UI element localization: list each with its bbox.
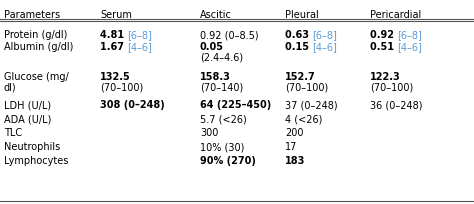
Text: 37 (0–248): 37 (0–248) bbox=[285, 100, 337, 110]
Text: 158.3: 158.3 bbox=[200, 72, 231, 82]
Text: 64 (225–450): 64 (225–450) bbox=[200, 100, 271, 110]
Text: Lymphocytes: Lymphocytes bbox=[4, 155, 68, 165]
Text: 0.63: 0.63 bbox=[285, 30, 312, 40]
Text: [4–6]: [4–6] bbox=[128, 42, 152, 52]
Text: TLC: TLC bbox=[4, 127, 22, 137]
Text: LDH (U/L): LDH (U/L) bbox=[4, 100, 51, 110]
Text: Albumin (g/dl): Albumin (g/dl) bbox=[4, 42, 73, 52]
Text: 152.7: 152.7 bbox=[285, 72, 316, 82]
Text: 1.67: 1.67 bbox=[100, 42, 128, 52]
Text: 0.51: 0.51 bbox=[370, 42, 397, 52]
Text: 10% (30): 10% (30) bbox=[200, 141, 245, 151]
Text: (70–100): (70–100) bbox=[370, 82, 413, 92]
Text: 0.05: 0.05 bbox=[200, 42, 224, 52]
Text: 90% (270): 90% (270) bbox=[200, 155, 256, 165]
Text: ADA (U/L): ADA (U/L) bbox=[4, 113, 51, 123]
Text: [4–6]: [4–6] bbox=[312, 42, 337, 52]
Text: (70–100): (70–100) bbox=[100, 82, 143, 92]
Text: 4.81: 4.81 bbox=[100, 30, 128, 40]
Text: Protein (g/dl): Protein (g/dl) bbox=[4, 30, 67, 40]
Text: 17: 17 bbox=[285, 141, 297, 151]
Text: Glucose (mg/: Glucose (mg/ bbox=[4, 72, 69, 82]
Text: 200: 200 bbox=[285, 127, 303, 137]
Text: 36 (0–248): 36 (0–248) bbox=[370, 100, 422, 110]
Text: 300: 300 bbox=[200, 127, 219, 137]
Text: (2.4–4.6): (2.4–4.6) bbox=[200, 52, 243, 62]
Text: [4–6]: [4–6] bbox=[397, 42, 422, 52]
Text: Pleural: Pleural bbox=[285, 10, 319, 20]
Text: 5.7 (<26): 5.7 (<26) bbox=[200, 113, 247, 123]
Text: 0.92 (0–8.5): 0.92 (0–8.5) bbox=[200, 30, 259, 40]
Text: 122.3: 122.3 bbox=[370, 72, 401, 82]
Text: 4 (<26): 4 (<26) bbox=[285, 113, 322, 123]
Text: Pericardial: Pericardial bbox=[370, 10, 421, 20]
Text: Neutrophils: Neutrophils bbox=[4, 141, 60, 151]
Text: Parameters: Parameters bbox=[4, 10, 60, 20]
Text: Serum: Serum bbox=[100, 10, 132, 20]
Text: Ascitic: Ascitic bbox=[200, 10, 232, 20]
Text: 0.15: 0.15 bbox=[285, 42, 312, 52]
Text: 308 (0–248): 308 (0–248) bbox=[100, 100, 165, 110]
Text: 183: 183 bbox=[285, 155, 305, 165]
Text: (70–100): (70–100) bbox=[285, 82, 328, 92]
Text: dl): dl) bbox=[4, 82, 17, 92]
Text: [6–8]: [6–8] bbox=[397, 30, 422, 40]
Text: 132.5: 132.5 bbox=[100, 72, 131, 82]
Text: [6–8]: [6–8] bbox=[128, 30, 152, 40]
Text: 0.92: 0.92 bbox=[370, 30, 397, 40]
Text: [6–8]: [6–8] bbox=[312, 30, 337, 40]
Text: (70–140): (70–140) bbox=[200, 82, 243, 92]
